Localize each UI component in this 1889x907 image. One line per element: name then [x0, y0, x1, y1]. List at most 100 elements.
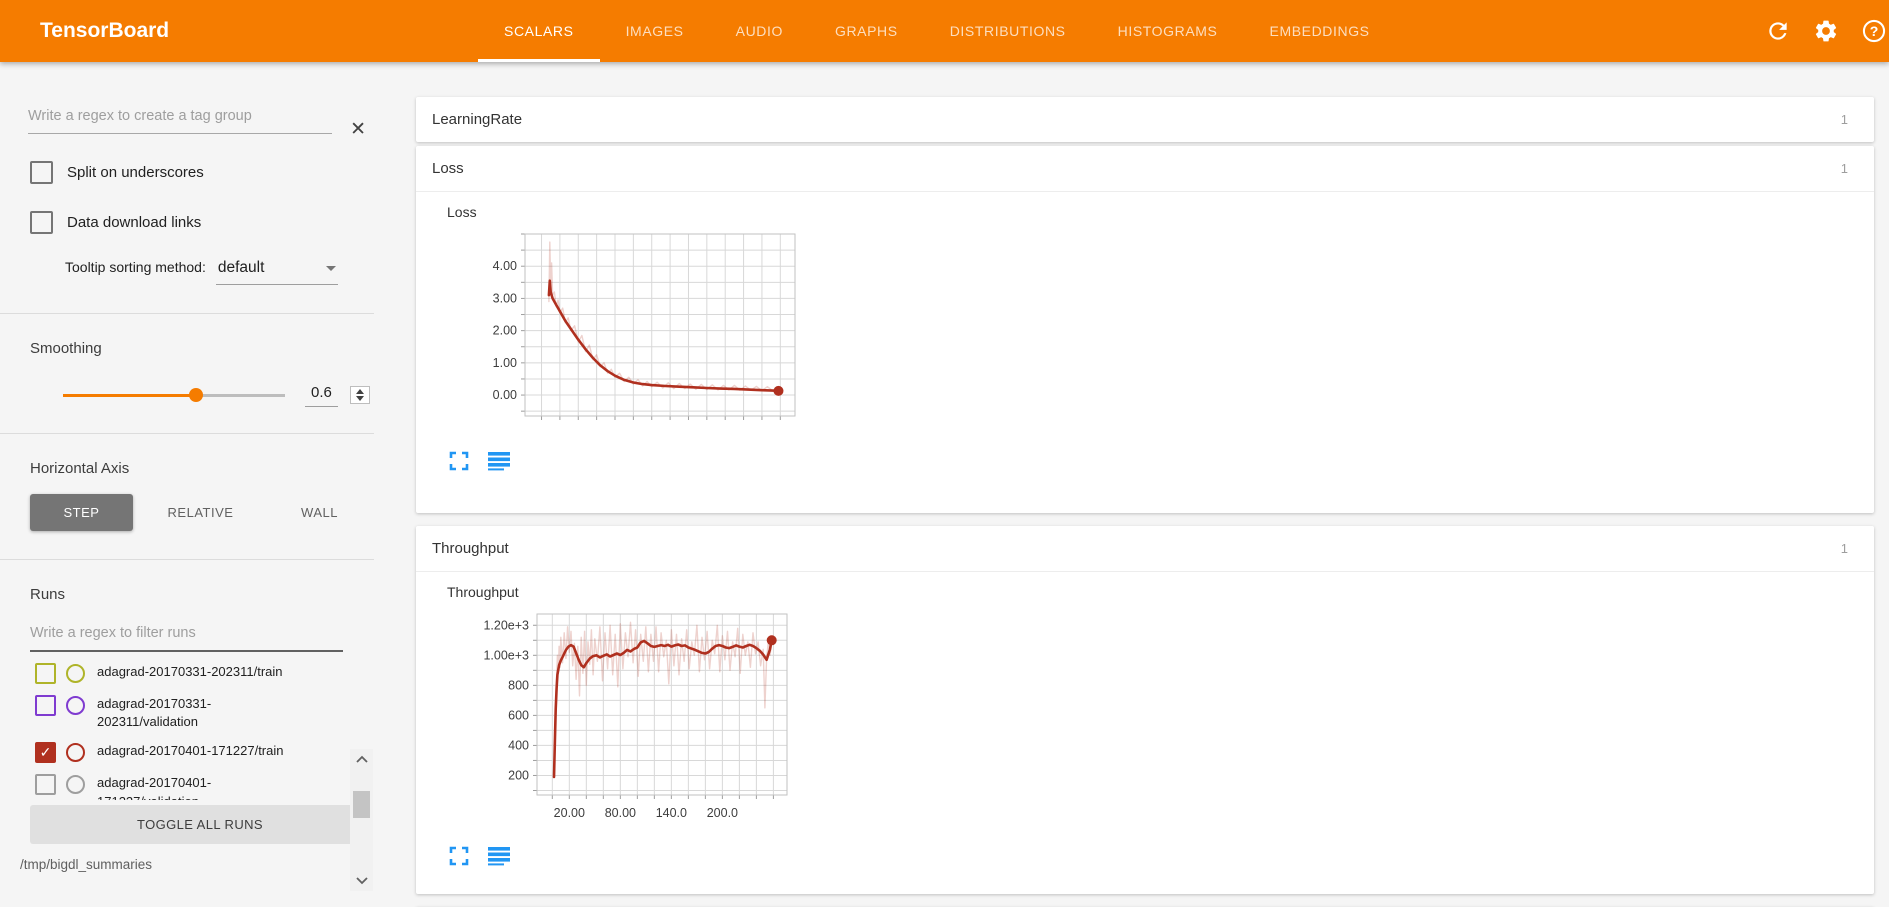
- svg-text:3.00: 3.00: [493, 291, 517, 305]
- split-underscores-checkbox-row[interactable]: Split on underscores: [30, 161, 374, 184]
- svg-text:800: 800: [508, 678, 529, 692]
- fullscreen-icon[interactable]: [447, 844, 471, 868]
- scroll-up-icon[interactable]: [354, 754, 370, 764]
- sidebar: ✕ Split on underscores Data download lin…: [0, 62, 374, 907]
- section-count-badge: 1: [1840, 112, 1848, 127]
- run-row[interactable]: ✓ adagrad-20170401-171227/train: [35, 742, 374, 764]
- run-selector-icon[interactable]: [487, 449, 511, 473]
- svg-text:140.0: 140.0: [656, 806, 687, 820]
- run-row[interactable]: adagrad-20170401-171227/validation: [35, 774, 374, 800]
- tab-embeddings[interactable]: EMBEDDINGS: [1269, 23, 1370, 39]
- dashboard-main: LearningRate 1 Loss 1 Loss 0.00 1.00 2.00 3…: [374, 62, 1889, 907]
- tab-scalars[interactable]: SCALARS: [478, 0, 600, 62]
- checkbox-icon[interactable]: [30, 211, 53, 234]
- tooltip-sorting-label: Tooltip sorting method:: [65, 259, 206, 275]
- scroll-down-icon[interactable]: [354, 876, 370, 886]
- close-icon[interactable]: ✕: [350, 119, 366, 140]
- section-card-loss: Loss 1 Loss 0.00 1.00 2.00 3.00 4.00: [416, 146, 1874, 513]
- axis-relative-button[interactable]: RELATIVE: [167, 505, 234, 520]
- tab-bar: SCALARS IMAGES AUDIO GRAPHS DISTRIBUTION…: [478, 0, 1396, 62]
- svg-text:400: 400: [508, 738, 529, 752]
- section-count-badge: 1: [1840, 541, 1848, 556]
- run-checkbox[interactable]: [35, 663, 56, 684]
- step-up-icon[interactable]: [355, 389, 364, 394]
- run-row[interactable]: adagrad-20170331-202311/train: [35, 663, 374, 684]
- log-directory-path: /tmp/bigdl_summaries: [20, 857, 153, 872]
- section-title: Loss: [432, 160, 464, 177]
- svg-text:80.00: 80.00: [605, 806, 636, 820]
- svg-text:1.00: 1.00: [493, 356, 517, 370]
- run-label: adagrad-20170401-171227/validation: [97, 775, 212, 800]
- svg-text:200.0: 200.0: [707, 806, 738, 820]
- smoothing-slider-row: 0.6: [63, 384, 374, 407]
- tab-graphs[interactable]: GRAPHS: [834, 23, 898, 39]
- section-title: LearningRate: [432, 111, 523, 128]
- smoothing-slider-fill: [63, 393, 197, 397]
- run-color-circle: [66, 664, 85, 683]
- checkbox-label: Split on underscores: [67, 164, 204, 181]
- data-download-checkbox-row[interactable]: Data download links: [30, 211, 374, 234]
- run-color-circle: [66, 696, 85, 715]
- settings-icon[interactable]: [1813, 18, 1839, 44]
- axis-step-button[interactable]: STEP: [30, 494, 133, 531]
- runs-regex-input[interactable]: [30, 621, 343, 652]
- toggle-all-runs-button[interactable]: TOGGLE ALL RUNS: [30, 805, 370, 844]
- loss-chart[interactable]: 0.00 1.00 2.00 3.00 4.00: [455, 224, 809, 435]
- tag-regex-input[interactable]: [28, 104, 332, 134]
- fullscreen-icon[interactable]: [447, 449, 471, 473]
- scrollbar-thumb[interactable]: [353, 791, 370, 818]
- svg-text:20.00: 20.00: [554, 806, 585, 820]
- run-label: adagrad-20170401-171227/train: [97, 743, 284, 759]
- axis-wall-button[interactable]: WALL: [301, 505, 338, 520]
- run-label: adagrad-20170331-202311/validation: [97, 696, 212, 730]
- chart-toolbar: [447, 449, 1874, 473]
- run-color-circle: [66, 743, 85, 763]
- throughput-chart-card: Throughput 200 400 600 800 1.00e+3 1.20e+3 20.…: [416, 572, 1874, 894]
- chart-title: Loss: [447, 204, 477, 220]
- tab-distributions[interactable]: DISTRIBUTIONS: [949, 23, 1066, 39]
- svg-text:1.20e+3: 1.20e+3: [483, 618, 529, 632]
- help-icon[interactable]: ?: [1861, 18, 1887, 44]
- checkbox-icon[interactable]: [30, 161, 53, 184]
- runs-scrollbar[interactable]: [350, 749, 373, 891]
- step-down-icon[interactable]: [355, 396, 364, 401]
- section-header[interactable]: Loss 1: [416, 146, 1874, 192]
- svg-text:1.00e+3: 1.00e+3: [483, 648, 529, 662]
- smoothing-value[interactable]: 0.6: [305, 384, 338, 407]
- runs-filter-row: [30, 621, 343, 652]
- tab-audio[interactable]: AUDIO: [735, 23, 783, 39]
- smoothing-stepper[interactable]: [349, 386, 370, 404]
- tag-filter-row: ✕: [28, 104, 368, 139]
- run-row[interactable]: adagrad-20170331-202311/validation: [35, 695, 374, 731]
- section-header[interactable]: Throughput 1: [416, 526, 1874, 572]
- chevron-down-icon: [325, 266, 336, 271]
- run-checkbox[interactable]: ✓: [35, 742, 56, 764]
- svg-text:0.00: 0.00: [493, 388, 517, 402]
- section-card-learningrate: LearningRate 1: [416, 97, 1874, 142]
- run-color-circle: [66, 775, 85, 795]
- app-title: TensorBoard: [40, 19, 170, 42]
- run-selector-icon[interactable]: [487, 844, 511, 868]
- runs-list: adagrad-20170331-202311/train adagrad-201…: [0, 658, 374, 800]
- horizontal-axis-label: Horizontal Axis: [30, 460, 130, 477]
- svg-text:?: ?: [1870, 23, 1879, 39]
- section-title: Throughput: [432, 540, 509, 557]
- section-header[interactable]: LearningRate 1: [416, 97, 1874, 142]
- smoothing-slider-knob[interactable]: [189, 387, 204, 402]
- refresh-icon[interactable]: [1765, 18, 1791, 44]
- tooltip-sorting-value: default: [217, 259, 265, 276]
- tab-histograms[interactable]: HISTOGRAMS: [1117, 23, 1218, 39]
- loss-chart-card: Loss 0.00 1.00 2.00 3.00 4.00: [416, 192, 1874, 513]
- svg-text:2.00: 2.00: [493, 324, 517, 338]
- smoothing-slider[interactable]: [63, 387, 285, 402]
- throughput-chart[interactable]: 200 400 600 800 1.00e+3 1.20e+3 20.00 80.00 140.…: [467, 604, 801, 830]
- tooltip-sorting-row: Tooltip sorting method: default: [65, 259, 374, 285]
- checkbox-label: Data download links: [67, 214, 202, 231]
- run-checkbox[interactable]: [35, 774, 56, 796]
- tooltip-sorting-select[interactable]: default: [215, 259, 338, 285]
- svg-text:600: 600: [508, 708, 529, 722]
- run-checkbox[interactable]: [35, 695, 56, 716]
- section-count-badge: 1: [1840, 161, 1848, 176]
- tab-images[interactable]: IMAGES: [625, 23, 684, 39]
- divider: [0, 313, 374, 314]
